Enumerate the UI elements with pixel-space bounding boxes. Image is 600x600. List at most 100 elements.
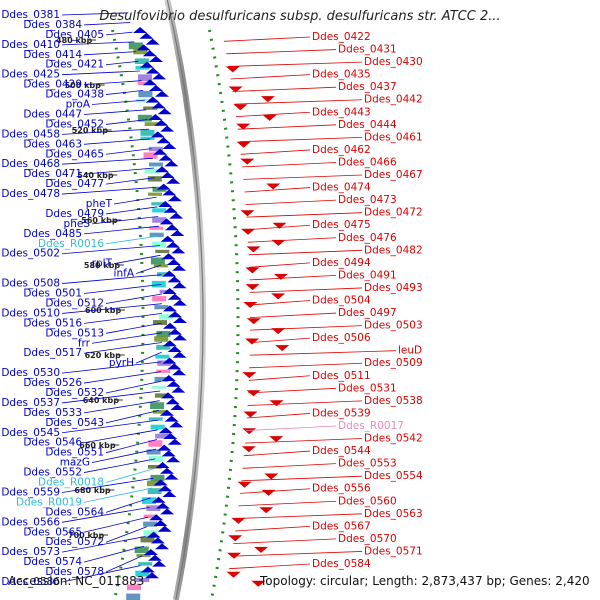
forward-gene-arrow [171,386,186,393]
right-leader-line [246,413,311,419]
forward-gene-arrow [167,328,182,335]
reverse-gene-arrow [246,390,261,397]
left-gene-label: Ddes_0485 [23,228,82,240]
left-gene-label: Ddes_0532 [45,387,104,399]
forward-gene-arrow [172,334,187,341]
left-gene-label: Ddes_0447 [23,108,82,120]
left-gene-label: Ddes_0566 [1,516,60,528]
reverse-gene-arrow [241,228,256,235]
scale-tick-label: 660 kbp [79,441,116,450]
forward-gene-arrow [162,288,177,294]
feature-band [149,162,163,167]
forward-gene-arrow [167,311,182,318]
right-gene-label: Ddes_0556 [312,483,371,495]
right-gene-label: Ddes_0493 [364,282,423,294]
scale-tick-label: 640 kbp [83,396,120,405]
left-leader-line [105,439,158,454]
left-gene-label: Ddes_0502 [1,248,60,260]
feature-band [148,440,163,447]
left-leader-line [61,245,161,255]
feature-band [151,202,166,206]
reverse-gene-arrow [236,123,251,130]
forward-gene-arrow [167,195,182,202]
left-leader-line [61,274,162,284]
forward-gene-arrow [166,259,181,265]
forward-gene-arrow [153,520,168,526]
left-gene-label: Ddes_0438 [45,89,104,101]
left-leader-line [83,458,156,473]
left-gene-label: Ddes_0526 [23,377,82,389]
right-gene-label: Ddes_0476 [338,232,397,244]
feature-band [136,553,151,557]
right-leader-line [248,249,363,256]
left-gene-label: Ddes_0479 [45,208,104,220]
left-leader-line [83,138,151,145]
left-gene-label: Ddes_0510 [1,307,60,319]
left-gene-label: Ddes_0513 [45,327,104,339]
feature-band [143,106,158,110]
feature-band [140,136,155,141]
genome-title: Desulfovibrio desulfuricans subsp. desul… [99,9,501,24]
right-leader-line [249,325,363,331]
feature-band [152,385,167,389]
reverse-gene-arrow [254,546,269,553]
right-leader-line [246,212,363,218]
right-gene-label: Ddes_0431 [338,44,397,56]
left-gene-label: Ddes_0533 [23,407,82,419]
reverse-gene-arrow [264,473,279,480]
left-leader-line [91,99,145,105]
forward-gene-arrow [172,299,187,306]
feature-band [135,578,150,583]
forward-gene-arrow [144,572,159,579]
outer-dotted-ring [208,29,240,600]
left-leader-line [61,187,156,195]
forward-gene-arrow [164,473,179,480]
left-gene-label: Ddes_0564 [45,506,104,518]
right-leader-line [249,337,311,344]
left-gene-label: Ddes_0546 [23,437,82,449]
right-gene-label: Ddes_0437 [338,81,397,93]
forward-gene-arrow [145,38,160,45]
forward-gene-arrow [167,293,182,300]
feature-band [146,505,161,511]
forward-gene-arrow [150,537,165,544]
feature-band [143,521,158,527]
forward-gene-arrow [148,114,163,120]
forward-gene-arrow [153,479,168,486]
forward-gene-arrow [150,131,165,138]
right-leader-line [249,312,337,318]
forward-gene-arrow [158,201,173,207]
left-gene-label: pheT [86,198,113,210]
forward-gene-arrow [158,427,173,434]
left-gene-label: Ddes_0381 [1,9,60,21]
feature-band [138,74,152,82]
left-gene-label: Ddes_0559 [1,486,60,498]
left-leader-line [105,90,144,95]
left-leader-line [83,80,142,86]
feature-band [140,129,155,136]
feature-band [157,272,172,277]
forward-gene-arrow [154,543,169,550]
left-gene-label: Ddes_0545 [1,427,60,439]
right-gene-label: Ddes_0503 [364,320,423,332]
genome-summary: Topology: circular; Length: 2,873,437 bp… [260,574,590,588]
right-leader-line [248,387,337,394]
feature-band [127,584,141,591]
feature-band [148,146,163,152]
left-gene-label: proA [66,99,91,111]
forward-gene-arrow [146,531,161,538]
left-leader-line [105,410,160,424]
forward-gene-arrow [158,154,173,161]
scale-tick-label: 560 kbp [81,216,118,225]
right-gene-label: Ddes_0422 [312,31,371,43]
forward-gene-arrow [158,485,173,492]
feature-band [152,296,167,302]
left-leader-line [105,206,158,215]
left-leader-line [105,31,133,36]
feature-band [149,226,164,230]
left-gene-label: rplT [92,258,113,270]
left-leader-line [61,565,141,583]
left-gene-label: Ddes_R0016 [38,238,104,250]
right-gene-label: Ddes_0567 [312,520,371,532]
right-gene-label: Ddes_0554 [364,470,423,482]
